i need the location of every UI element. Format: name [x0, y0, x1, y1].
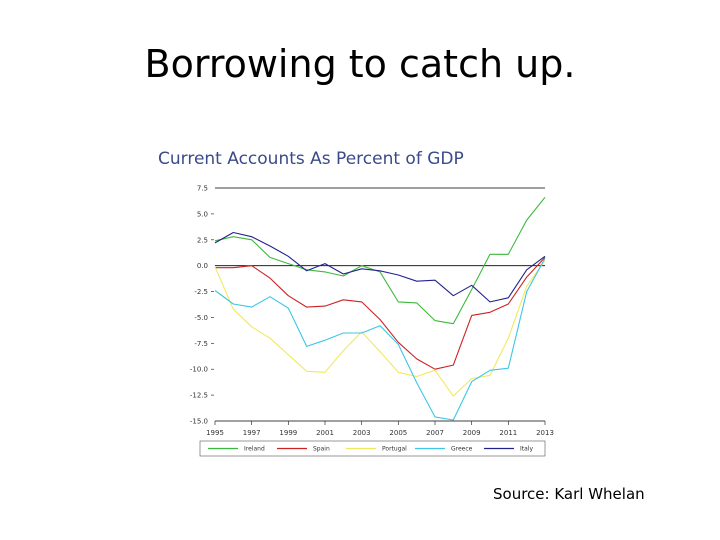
- chart-title: Current Accounts As Percent of GDP: [158, 149, 464, 169]
- legend-label-ireland: Ireland: [244, 446, 265, 453]
- legend-label-spain: Spain: [313, 446, 330, 453]
- y-tick-label: 7.5: [197, 185, 208, 193]
- legend-label-italy: Italy: [520, 446, 533, 453]
- y-tick-label: -15.0: [190, 418, 208, 426]
- source-note: Source: Karl Whelan: [493, 485, 645, 503]
- x-tick-label: 2005: [389, 429, 407, 437]
- series-line-portugal: [214, 260, 546, 397]
- x-tick-label: 1995: [206, 429, 224, 437]
- x-tick-label: 2011: [499, 429, 517, 437]
- y-tick-label: -5.0: [194, 314, 208, 322]
- y-tick-label: 5.0: [197, 210, 208, 218]
- y-tick-label: 0.0: [197, 262, 208, 270]
- y-tick-label: -2.5: [194, 288, 208, 296]
- x-tick-label: 1999: [279, 429, 297, 437]
- legend-label-greece: Greece: [451, 446, 473, 453]
- x-tick-label: 2001: [316, 429, 334, 437]
- legend-label-portugal: Portugal: [382, 446, 407, 453]
- x-tick-label: 2007: [426, 429, 444, 437]
- y-tick-label: 2.5: [197, 236, 208, 244]
- series-line-italy: [214, 231, 546, 303]
- series-line-spain: [215, 257, 546, 370]
- y-tick-label: -7.5: [194, 340, 208, 348]
- series-line-greece: [214, 258, 546, 421]
- x-tick-label: 1997: [243, 429, 261, 437]
- x-tick-label: 2003: [353, 429, 371, 437]
- x-tick-label: 2009: [463, 429, 481, 437]
- y-tick-label: -10.0: [190, 366, 208, 374]
- x-tick-label: 2013: [536, 429, 554, 437]
- series-line-ireland: [214, 196, 546, 325]
- y-tick-label: -12.5: [190, 392, 208, 400]
- slide-title: Borrowing to catch up.: [144, 42, 576, 86]
